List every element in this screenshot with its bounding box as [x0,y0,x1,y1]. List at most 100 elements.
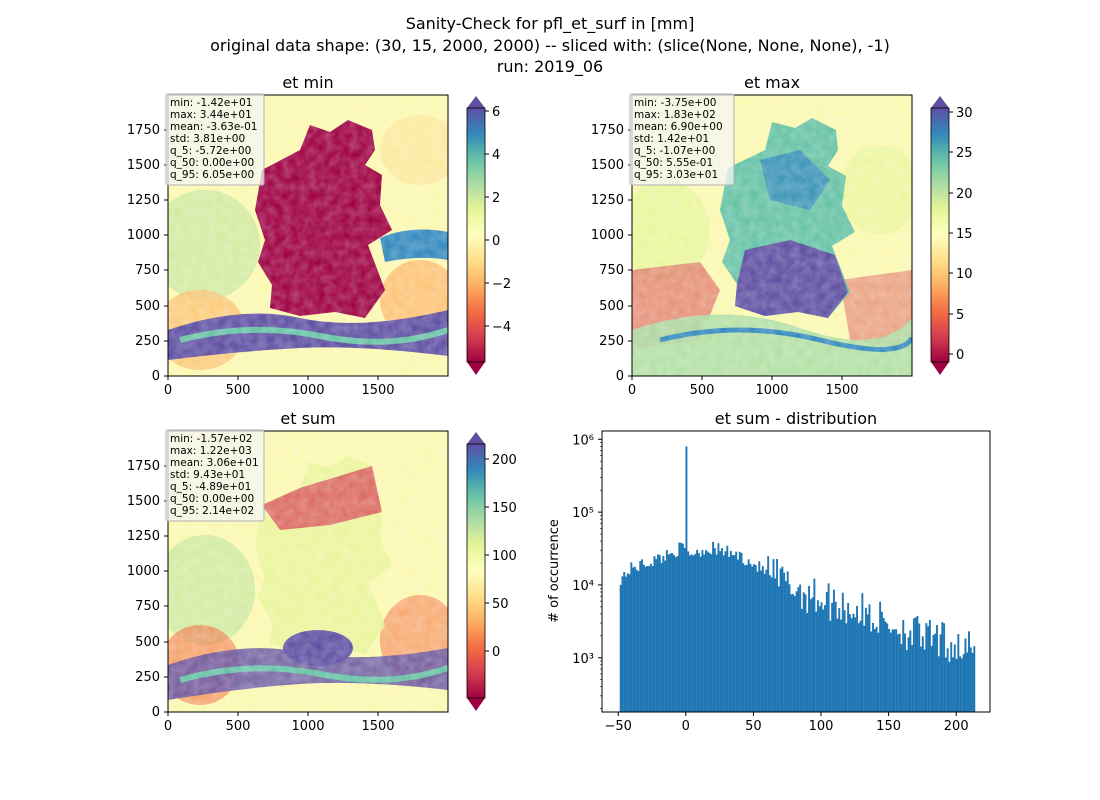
stat-line: max: 1.83e+02 [634,109,716,121]
x-tick-label: 1000 [291,719,324,734]
colorbar-et-sum: 0 50 100 150 200 [466,432,517,711]
histogram-bar [653,556,656,712]
histogram-bar [685,446,688,712]
histogram-bar [673,555,675,712]
histogram-bar [800,608,803,712]
histogram-bar [866,614,869,712]
x-tick-label: 1500 [361,719,394,734]
x-tick-label: 1000 [291,383,324,398]
x-ticks-et-max: 0 500 1000 1500 [628,376,859,398]
histogram-bar [955,658,958,712]
colorbar-tick: 150 [492,501,517,516]
panel-et-max: et max 0 500 1000 1500 0 250 [591,73,973,398]
histogram-bar [927,626,930,712]
histogram-bar [836,618,839,712]
y-tick-label: 250 [135,334,160,349]
histogram-bar [772,559,775,712]
stat-line: q_95: 6.05e+00 [170,169,254,181]
histogram-bar [818,606,821,712]
figure-title-line-1: Sanity-Check for pfl_et_surf in [mm] [406,14,695,34]
histogram-bar [633,566,636,712]
histogram-bar [733,555,736,712]
histogram-bar [886,623,889,712]
panel-title-et-sum: et sum [280,409,335,428]
histogram-bar [683,547,686,712]
stat-line: mean: -3.63e-01 [170,121,257,133]
histogram-bar [658,555,661,712]
histogram-bar [838,608,841,712]
stat-line: q_5: -1.07e+00 [634,145,715,157]
histogram-bar [728,556,731,712]
stat-line: min: -3.75e+00 [634,97,716,109]
histogram-bar [664,560,667,712]
histogram-bar [674,557,677,712]
y-tick-label: 250 [135,670,160,685]
y-tick-label: 0 [152,705,160,720]
y-tick-label: 10⁴ [572,579,594,594]
y-tick-label: 1000 [127,228,160,243]
histogram-bar [649,563,652,712]
histogram-bar [816,600,819,712]
histogram-bar [729,550,732,712]
histogram-bar [824,605,827,712]
histogram-bar [936,625,938,712]
heatmap-et-sum [168,431,448,712]
colorbar-tick: 15 [956,227,973,242]
histogram-bar [912,618,915,712]
histogram-bar [959,656,962,712]
histogram-bar [932,634,935,712]
histogram-bar [703,554,706,712]
x-tick-label: 50 [745,719,762,734]
histogram-bar [706,551,709,712]
y-tick-label: 10⁵ [572,506,594,521]
colorbar-et-min: −4 −2 0 2 4 6 [466,96,511,375]
histogram-bar [856,605,858,712]
histogram-bar [896,634,899,712]
histogram-bar [870,631,873,712]
histogram-bar [859,620,862,712]
histogram-bar [921,636,924,712]
histogram-bar [783,572,786,712]
histogram-bar [832,589,835,712]
y-tick-label: 1750 [127,123,160,138]
histogram-bar [943,623,946,712]
x-tick-label: 1000 [755,383,788,398]
histogram-bar [969,647,972,712]
histogram-bar [857,623,860,712]
stat-line: q_95: 2.14e+02 [170,505,254,517]
histogram-bar [722,555,725,712]
histogram-bar [692,555,695,712]
x-tick-label: 1500 [825,383,858,398]
histogram-bar [760,570,763,712]
panel-title-distribution: et sum - distribution [715,409,877,428]
histogram-bar [623,572,626,712]
x-ticks-et-sum: 0 500 1000 1500 [164,712,395,734]
histogram-bar [946,648,949,712]
histogram-bar [968,631,970,712]
histogram-bar [758,561,761,712]
histogram-y-ticks: 10³ 10⁴ 10⁵ 10⁶ [572,433,602,709]
histogram-bar [721,548,723,712]
y-tick-label: 1250 [127,193,160,208]
histogram-bar [642,564,645,712]
histogram-bar [793,596,796,712]
x-tick-label: 0 [628,383,636,398]
y-ticks-et-sum: 0 250 500 750 1000 1250 1500 1750 [127,459,168,720]
histogram-bar [731,555,734,712]
y-tick-label: 1250 [591,193,624,208]
histogram-bar [745,564,748,712]
histogram-bar [841,592,844,712]
histogram-bar [660,562,663,712]
histogram-bar [779,568,782,712]
histogram-bar [639,561,642,712]
histogram-bar [873,629,876,712]
colorbar-tick: 4 [492,148,500,163]
histogram-bar [776,559,779,712]
stat-line: mean: 3.06e+01 [170,457,259,469]
histogram-bar [898,633,901,712]
stat-line: q_50: 0.00e+00 [170,157,254,169]
y-tick-label: 750 [135,599,160,614]
histogram-bar [687,551,690,712]
histogram-bar [799,584,802,712]
histogram-bar [667,554,670,712]
